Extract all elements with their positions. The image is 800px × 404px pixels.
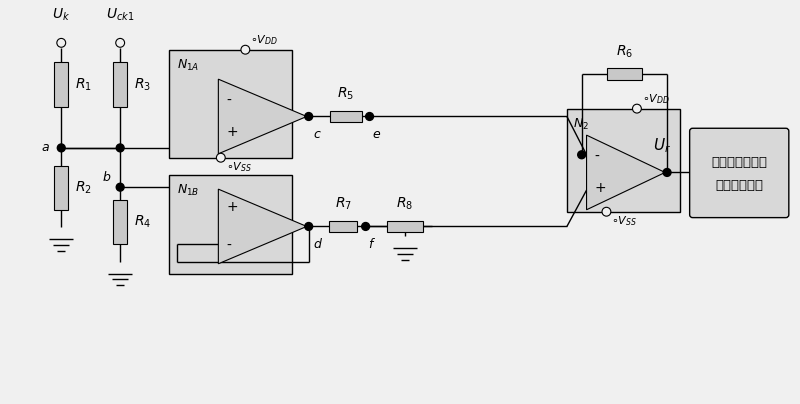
Text: $N_2$: $N_2$ bbox=[573, 116, 589, 132]
Bar bbox=[606, 68, 642, 80]
Circle shape bbox=[602, 207, 611, 216]
Bar bbox=[114, 200, 127, 244]
Text: $\circ V_{DD}$: $\circ V_{DD}$ bbox=[250, 33, 278, 47]
Circle shape bbox=[305, 223, 313, 230]
Text: $R_2$: $R_2$ bbox=[75, 179, 92, 196]
Circle shape bbox=[663, 168, 671, 177]
Circle shape bbox=[241, 45, 250, 54]
Circle shape bbox=[366, 113, 374, 120]
Bar bbox=[54, 63, 68, 107]
Text: $U_k$: $U_k$ bbox=[52, 7, 70, 23]
Text: +: + bbox=[226, 125, 238, 139]
Text: $U_r$: $U_r$ bbox=[653, 136, 671, 155]
Text: -: - bbox=[594, 150, 599, 164]
Text: b: b bbox=[102, 171, 110, 184]
Circle shape bbox=[578, 151, 586, 159]
Bar bbox=[330, 221, 357, 232]
Text: f: f bbox=[369, 238, 373, 251]
Text: a: a bbox=[42, 141, 50, 154]
Text: $R_7$: $R_7$ bbox=[334, 195, 351, 212]
Text: $R_6$: $R_6$ bbox=[616, 43, 633, 59]
Circle shape bbox=[362, 223, 370, 230]
Text: $R_4$: $R_4$ bbox=[134, 214, 151, 230]
Bar bbox=[387, 221, 422, 232]
Text: $R_8$: $R_8$ bbox=[396, 195, 414, 212]
Text: $R_5$: $R_5$ bbox=[338, 85, 354, 102]
Text: +: + bbox=[594, 181, 606, 195]
Text: -: - bbox=[226, 94, 231, 108]
FancyBboxPatch shape bbox=[690, 128, 789, 218]
Bar bbox=[330, 111, 362, 122]
Circle shape bbox=[57, 38, 66, 47]
Text: $\circ V_{SS}$: $\circ V_{SS}$ bbox=[226, 161, 252, 175]
Circle shape bbox=[116, 183, 124, 191]
Bar bbox=[170, 50, 292, 158]
Bar bbox=[567, 109, 680, 212]
Text: +: + bbox=[226, 200, 238, 214]
Circle shape bbox=[305, 113, 313, 120]
Circle shape bbox=[633, 104, 642, 113]
Text: d: d bbox=[314, 238, 322, 251]
Bar bbox=[54, 166, 68, 210]
Text: e: e bbox=[373, 128, 380, 141]
Circle shape bbox=[116, 38, 125, 47]
Text: $R_1$: $R_1$ bbox=[75, 76, 92, 93]
Text: $N_{1B}$: $N_{1B}$ bbox=[177, 183, 199, 198]
Text: c: c bbox=[314, 128, 321, 141]
Polygon shape bbox=[218, 189, 306, 264]
Polygon shape bbox=[218, 79, 306, 154]
Text: $R_3$: $R_3$ bbox=[134, 76, 151, 93]
Text: $\circ V_{DD}$: $\circ V_{DD}$ bbox=[642, 92, 670, 106]
Text: $U_{ck1}$: $U_{ck1}$ bbox=[106, 7, 134, 23]
Bar bbox=[114, 63, 127, 107]
Circle shape bbox=[116, 144, 124, 152]
Text: 控制驱动电路: 控制驱动电路 bbox=[715, 179, 763, 192]
Circle shape bbox=[58, 144, 65, 152]
Bar bbox=[170, 175, 292, 274]
Circle shape bbox=[216, 153, 226, 162]
Text: $N_{1A}$: $N_{1A}$ bbox=[177, 57, 199, 73]
Polygon shape bbox=[586, 135, 665, 210]
Text: $\circ V_{SS}$: $\circ V_{SS}$ bbox=[611, 215, 638, 229]
Text: -: - bbox=[226, 239, 231, 253]
Text: 收集极高压电源: 收集极高压电源 bbox=[711, 156, 767, 169]
